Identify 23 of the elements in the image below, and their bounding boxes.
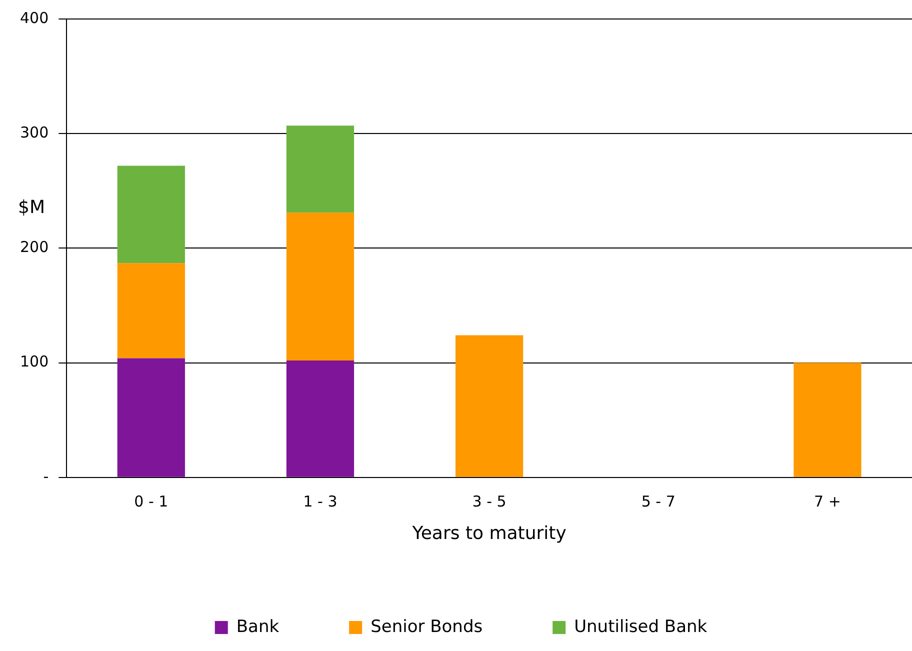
x-tick-label: 1 - 3	[303, 492, 338, 510]
bar	[117, 166, 185, 264]
x-tick-label: 5 - 7	[641, 492, 676, 510]
x-tick-label: 3 - 5	[472, 492, 506, 510]
y-tick-label: 300	[20, 123, 49, 142]
bar	[456, 335, 524, 477]
legend-label: Unutilised Bank	[574, 616, 708, 637]
legend-label: Bank	[236, 616, 280, 637]
y-tick-label: 400	[20, 8, 49, 27]
x-tick-label: 7 +	[814, 492, 841, 510]
y-axis-title: $M	[18, 196, 45, 218]
y-tick-label: 200	[20, 238, 49, 256]
x-axis-title: Years to maturity	[411, 522, 567, 544]
bar	[117, 263, 185, 358]
bar	[286, 360, 354, 477]
legend-label: Senior Bonds	[370, 616, 483, 637]
x-tick-label: 0 - 1	[134, 492, 168, 510]
y-tick-label: -	[43, 467, 49, 486]
bar	[794, 362, 862, 477]
y-tick-label: 100	[20, 352, 49, 371]
bar	[286, 126, 354, 213]
bar	[286, 212, 354, 361]
bar	[117, 358, 185, 477]
